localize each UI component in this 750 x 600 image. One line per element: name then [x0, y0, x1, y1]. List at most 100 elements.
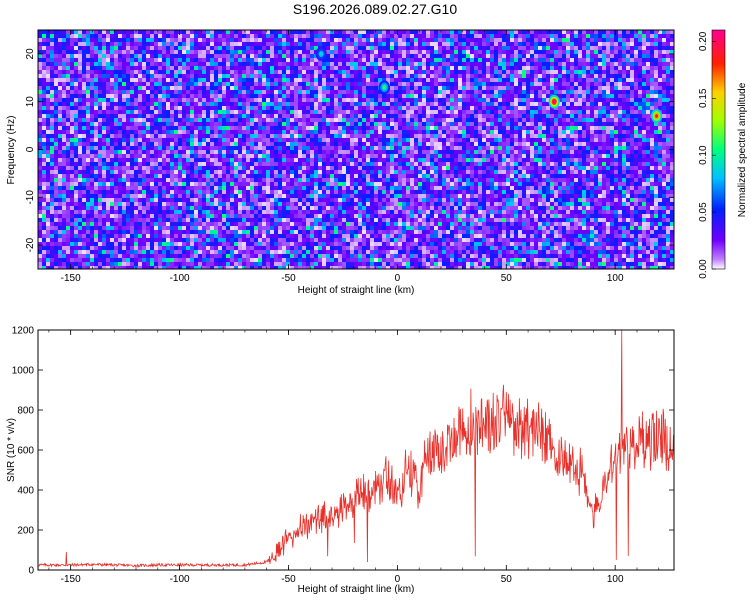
heatmap-cell	[114, 122, 119, 127]
heatmap-cell	[50, 38, 55, 43]
heatmap-cell	[178, 122, 183, 127]
heatmap-cell	[478, 54, 483, 59]
heatmap-cell	[270, 94, 275, 99]
heatmap-cell	[618, 58, 623, 63]
heatmap-cell	[366, 114, 371, 119]
heatmap-cell	[498, 146, 503, 151]
heatmap-cell	[262, 126, 267, 131]
heatmap-cell	[310, 54, 315, 59]
heatmap-cell	[410, 106, 415, 111]
heatmap-cell	[110, 46, 115, 51]
heatmap-cell	[502, 42, 507, 47]
heatmap-cell	[526, 122, 531, 127]
heatmap-cell	[226, 62, 231, 67]
heatmap-cell	[222, 114, 227, 119]
heatmap-cell	[458, 42, 463, 47]
heatmap-cell	[250, 102, 255, 107]
heatmap-cell	[310, 38, 315, 43]
heatmap-cell	[226, 118, 231, 123]
heatmap-cell	[142, 94, 147, 99]
heatmap-cell	[590, 98, 595, 103]
heatmap-cell	[214, 38, 219, 43]
heatmap-cell	[58, 70, 63, 75]
heatmap-cell	[514, 82, 519, 87]
heatmap-cell	[658, 146, 663, 151]
heatmap-cell	[326, 150, 331, 155]
heatmap-cell	[362, 42, 367, 47]
heatmap-cell	[558, 46, 563, 51]
heatmap-cell	[254, 114, 259, 119]
heatmap-cell	[142, 150, 147, 155]
heatmap-cell	[214, 90, 219, 95]
heatmap-cell	[522, 150, 527, 155]
heatmap-cell	[354, 58, 359, 63]
heatmap-cell	[274, 102, 279, 107]
heatmap-cell	[278, 58, 283, 63]
heatmap-cell	[158, 34, 163, 39]
heatmap-cell	[378, 46, 383, 51]
heatmap-cell	[106, 138, 111, 143]
heatmap-cell	[134, 62, 139, 67]
heatmap-cell	[594, 46, 599, 51]
heatmap-cell	[106, 114, 111, 119]
heatmap-cell	[482, 118, 487, 123]
heatmap-cell	[322, 34, 327, 39]
heatmap-cell	[186, 142, 191, 147]
heatmap-cell	[210, 126, 215, 131]
heatmap-cell	[202, 94, 207, 99]
heatmap-cell	[386, 66, 391, 71]
heatmap-cell	[78, 134, 83, 139]
heatmap-cell	[566, 114, 571, 119]
heatmap-cell	[434, 122, 439, 127]
heatmap-cell	[446, 134, 451, 139]
heatmap-cell	[274, 74, 279, 79]
heatmap-cell	[534, 114, 539, 119]
heatmap-cell	[662, 86, 667, 91]
heatmap-cell	[222, 138, 227, 143]
heatmap-cell	[370, 126, 375, 131]
heatmap-cell	[574, 126, 579, 131]
heatmap-cell	[398, 122, 403, 127]
heatmap-cell	[522, 74, 527, 79]
heatmap-cell	[598, 50, 603, 55]
heatmap-cell	[218, 102, 223, 107]
heatmap-cell	[262, 78, 267, 83]
heatmap-cell	[258, 38, 263, 43]
heatmap-cell	[470, 150, 475, 155]
heatmap-cell	[230, 54, 235, 59]
heatmap-cell	[238, 66, 243, 71]
heatmap-cell	[426, 122, 431, 127]
heatmap-cell	[598, 134, 603, 139]
heatmap-cell	[626, 82, 631, 87]
heatmap-cell	[326, 94, 331, 99]
heatmap-cell	[630, 42, 635, 47]
heatmap-cell	[118, 50, 123, 55]
heatmap-cell	[466, 114, 471, 119]
heatmap-cell	[110, 134, 115, 139]
heatmap-cell	[466, 126, 471, 131]
heatmap-cell	[46, 142, 51, 147]
heatmap-cell	[530, 42, 535, 47]
heatmap-cell	[498, 130, 503, 135]
heatmap-cell	[50, 74, 55, 79]
heatmap-cell	[550, 54, 555, 59]
heatmap-cell	[558, 146, 563, 151]
heatmap-cell	[54, 54, 59, 59]
heatmap-cell	[534, 54, 539, 59]
heatmap-cell	[606, 74, 611, 79]
heatmap-cell	[230, 58, 235, 63]
heatmap-cell	[514, 30, 519, 35]
heatmap-cell	[70, 94, 75, 99]
heatmap-cell	[130, 150, 135, 155]
heatmap-cell	[250, 126, 255, 131]
heatmap-cell	[218, 138, 223, 143]
heatmap-cell	[458, 34, 463, 39]
heatmap-cell	[270, 46, 275, 51]
heatmap-cell	[114, 102, 119, 107]
heatmap-cell	[438, 134, 443, 139]
heatmap-cell	[410, 70, 415, 75]
heatmap-cell	[398, 50, 403, 55]
heatmap-cell	[298, 66, 303, 71]
heatmap-cell	[98, 126, 103, 131]
heatmap-cell	[658, 138, 663, 143]
